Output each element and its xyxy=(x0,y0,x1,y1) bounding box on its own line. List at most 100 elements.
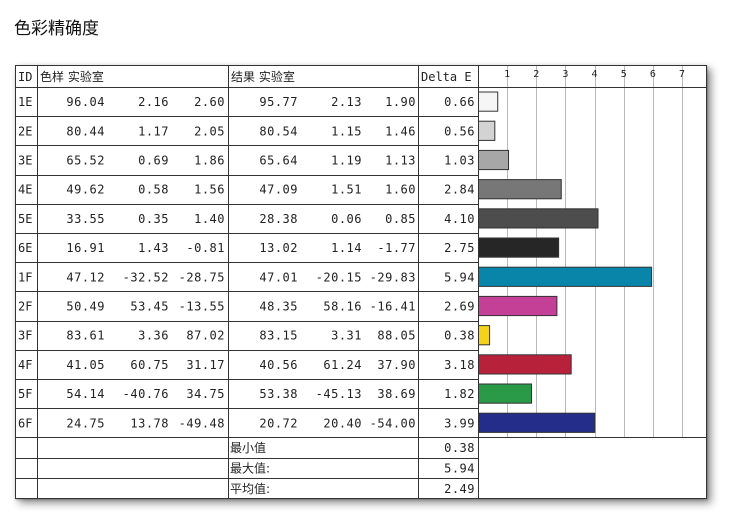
result-value: 37.90 xyxy=(377,358,416,372)
bar-4F xyxy=(478,354,572,375)
reference-value: 53.45 xyxy=(130,300,169,314)
bar-4E xyxy=(478,179,562,200)
row-id: 2F xyxy=(18,300,32,314)
result-value: 58.16 xyxy=(323,300,362,314)
reference-value: -32.52 xyxy=(123,270,169,284)
result-value: 1.90 xyxy=(385,95,416,109)
reference-value: 33.55 xyxy=(66,212,105,226)
result-value: 0.06 xyxy=(331,212,362,226)
reference-value: 1.43 xyxy=(138,241,169,255)
delta-e-value: 3.99 xyxy=(444,416,475,430)
reference-value: -49.48 xyxy=(179,416,225,430)
delta-e-value: 3.18 xyxy=(444,358,475,372)
row-id: 3E xyxy=(18,154,32,168)
result-value: 80.54 xyxy=(259,124,298,138)
result-value: 47.09 xyxy=(259,183,298,197)
result-value: 2.13 xyxy=(331,95,362,109)
reference-value: 1.56 xyxy=(194,183,225,197)
row-id: 4F xyxy=(18,358,32,372)
reference-value: 1.17 xyxy=(138,124,169,138)
bar-5E xyxy=(478,208,599,229)
reference-value: 16.91 xyxy=(66,241,105,255)
bar-3F xyxy=(478,325,491,346)
table-border xyxy=(15,65,707,499)
result-value: -29.83 xyxy=(370,270,416,284)
summary-value-max: 5.94 xyxy=(444,462,475,476)
result-value: 47.01 xyxy=(259,270,298,284)
result-value: 40.56 xyxy=(259,358,298,372)
tick-label-2: 2 xyxy=(533,69,539,80)
reference-value: 0.35 xyxy=(138,212,169,226)
delta-e-value: 2.69 xyxy=(444,300,475,314)
result-value: 13.02 xyxy=(259,241,298,255)
bar-2F xyxy=(478,295,558,317)
page-title: 色彩精确度 xyxy=(14,19,99,39)
bar-2E xyxy=(478,120,496,141)
header-result: 结果 实验室 xyxy=(231,69,295,84)
bar-1F xyxy=(478,266,653,287)
reference-value: 80.44 xyxy=(66,124,105,138)
result-value: 88.05 xyxy=(377,329,416,343)
reference-value: 2.05 xyxy=(194,124,225,138)
row-id: 1F xyxy=(18,270,32,284)
result-value: 38.69 xyxy=(377,387,416,401)
row-id: 6F xyxy=(18,416,32,430)
row-id: 5E xyxy=(18,212,32,226)
summary-label-max: 最大值: xyxy=(230,461,270,476)
tick-label-4: 4 xyxy=(592,69,598,80)
delta-e-value: 1.03 xyxy=(444,154,475,168)
reference-value: 83.61 xyxy=(66,329,105,343)
reference-value: 1.40 xyxy=(194,212,225,226)
reference-value: 0.69 xyxy=(138,154,169,168)
result-value: 3.31 xyxy=(331,329,362,343)
result-value: 1.46 xyxy=(385,124,416,138)
result-value: 48.35 xyxy=(259,300,298,314)
delta-e-value: 2.75 xyxy=(444,241,475,255)
color-accuracy-chart: ID 色样 实验室 结果 实验室 Delta E 1 2 3 4 5 6 7 1E 96.04 2.16 2… xyxy=(15,65,707,499)
result-value: 0.85 xyxy=(385,212,416,226)
result-value: -16.41 xyxy=(370,300,416,314)
result-value: 1.15 xyxy=(331,124,362,138)
delta-e-value: 0.38 xyxy=(444,329,475,343)
delta-e-value: 0.56 xyxy=(444,124,475,138)
reference-value: 24.75 xyxy=(66,416,105,430)
bar-1E xyxy=(478,91,499,112)
color-accuracy-table: ID 色样 实验室 结果 实验室 Delta E 1 2 3 4 5 6 7 1E 96.04 2.16 2… xyxy=(15,65,707,499)
result-value: 20.40 xyxy=(323,416,362,430)
reference-value: 41.05 xyxy=(66,358,105,372)
reference-value: 1.86 xyxy=(194,154,225,168)
reference-value: 96.04 xyxy=(66,95,105,109)
result-value: 1.19 xyxy=(331,154,362,168)
delta-e-value: 1.82 xyxy=(444,387,475,401)
reference-value: 3.36 xyxy=(138,329,169,343)
delta-e-value: 5.94 xyxy=(444,270,475,284)
delta-e-value: 0.66 xyxy=(444,95,475,109)
tick-label-3: 3 xyxy=(562,69,568,80)
result-value: 1.60 xyxy=(385,183,416,197)
reference-value: 47.12 xyxy=(66,270,105,284)
reference-value: -40.76 xyxy=(123,387,169,401)
summary-label-min: 最小值 xyxy=(230,440,266,455)
delta-e-value: 2.84 xyxy=(444,183,475,197)
summary-value-avg: 2.49 xyxy=(444,482,475,496)
row-id: 3F xyxy=(18,329,32,343)
result-value: -54.00 xyxy=(370,416,416,430)
bar-3E xyxy=(478,149,510,171)
reference-value: -0.81 xyxy=(186,241,225,255)
row-id: 2E xyxy=(18,124,32,138)
reference-value: 50.49 xyxy=(66,300,105,314)
summary-value-min: 0.38 xyxy=(444,441,475,455)
tick-label-1: 1 xyxy=(504,69,510,80)
result-value: -1.77 xyxy=(377,241,416,255)
result-value: -45.13 xyxy=(316,387,362,401)
reference-value: 13.78 xyxy=(130,416,169,430)
delta-e-value: 4.10 xyxy=(444,212,475,226)
reference-value: 49.62 xyxy=(66,183,105,197)
reference-value: 34.75 xyxy=(186,387,225,401)
reference-value: -28.75 xyxy=(179,270,225,284)
tick-label-7: 7 xyxy=(679,69,685,80)
result-value: 53.38 xyxy=(259,387,298,401)
reference-value: 31.17 xyxy=(186,358,225,372)
reference-value: -13.55 xyxy=(179,300,225,314)
result-value: 1.51 xyxy=(331,183,362,197)
